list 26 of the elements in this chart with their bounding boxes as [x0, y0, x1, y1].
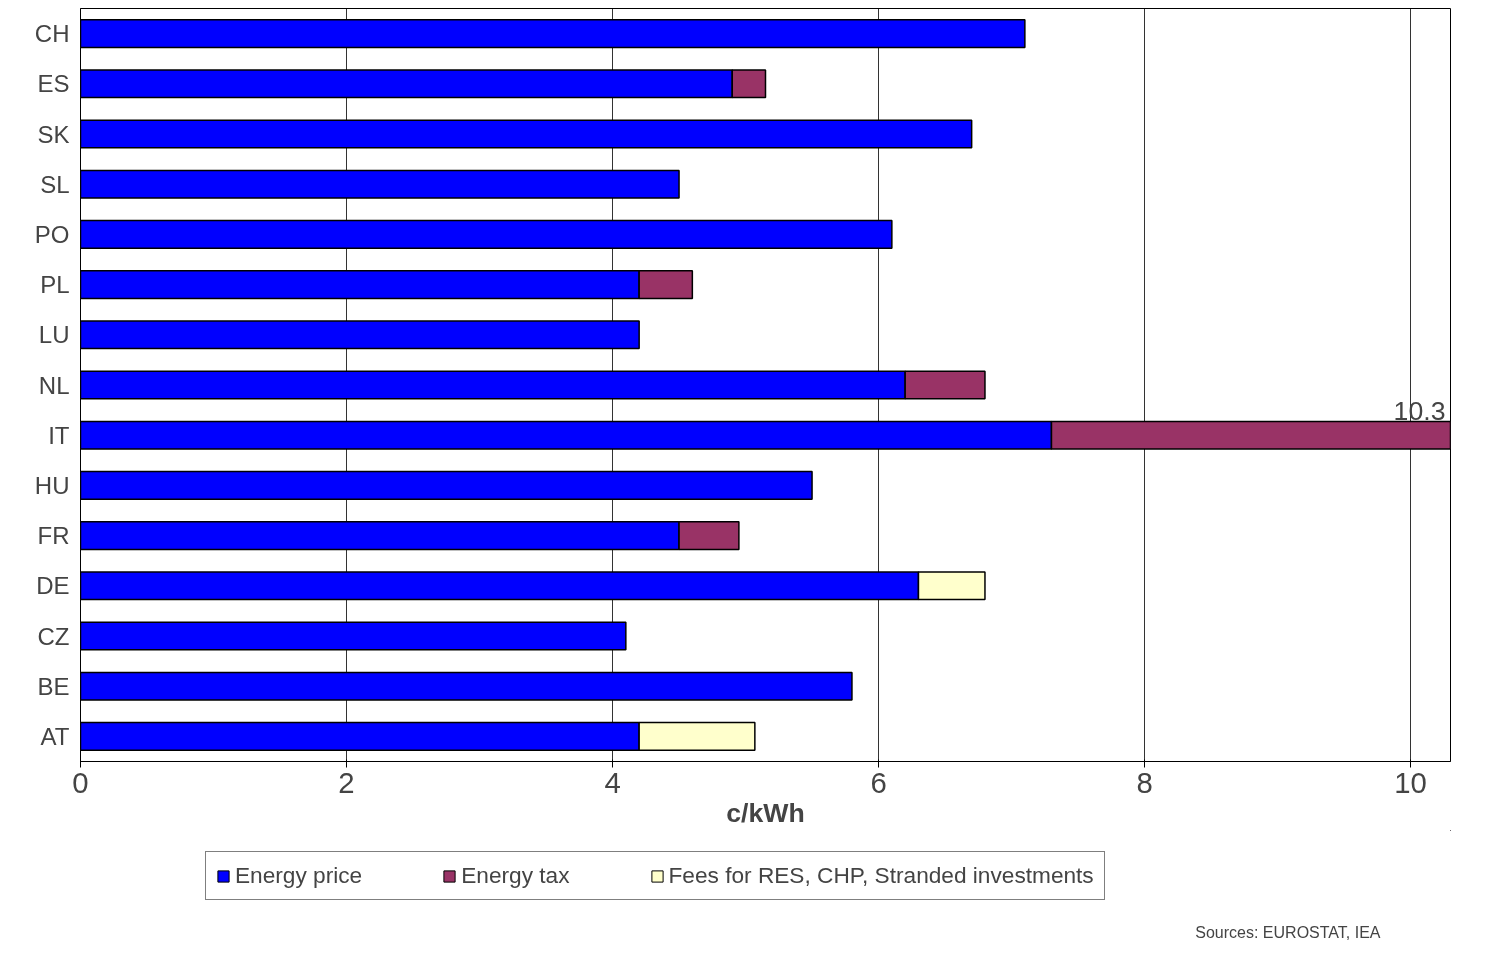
y-tick-label: PL: [40, 271, 70, 299]
y-tick-label: HU: [34, 471, 70, 499]
legend-label: Energy tax: [461, 862, 570, 889]
y-tick-label: BE: [37, 672, 70, 700]
x-tick-label: 0: [72, 765, 89, 799]
y-tick-label: NL: [38, 371, 70, 399]
y-tick-label: FR: [37, 522, 70, 550]
y-tick-label: CZ: [37, 622, 70, 650]
y-tick-label: LU: [38, 321, 70, 349]
y-tick-label: IT: [48, 421, 70, 449]
y-tick-label: SK: [37, 120, 70, 148]
y-tick-label: SL: [40, 170, 70, 198]
legend-label: Fees for RES, CHP, Stranded investments: [668, 862, 1094, 889]
legend-label: Energy price: [235, 862, 363, 889]
y-tick-label: CH: [34, 20, 70, 48]
x-tick-label: 10: [1394, 765, 1427, 799]
source-note: Sources: EUROSTAT, IEA: [1195, 923, 1381, 941]
x-axis-title: c/kWh: [726, 797, 805, 828]
y-tick-label: DE: [36, 572, 70, 600]
x-tick-label: 8: [1136, 765, 1153, 799]
x-tick-label: 6: [870, 765, 887, 799]
x-tick-label: 4: [604, 765, 621, 799]
x-tick-label: 2: [338, 765, 355, 799]
y-tick-label: ES: [37, 70, 70, 98]
y-tick-label: AT: [40, 722, 70, 750]
y-tick-label: PO: [34, 220, 70, 248]
